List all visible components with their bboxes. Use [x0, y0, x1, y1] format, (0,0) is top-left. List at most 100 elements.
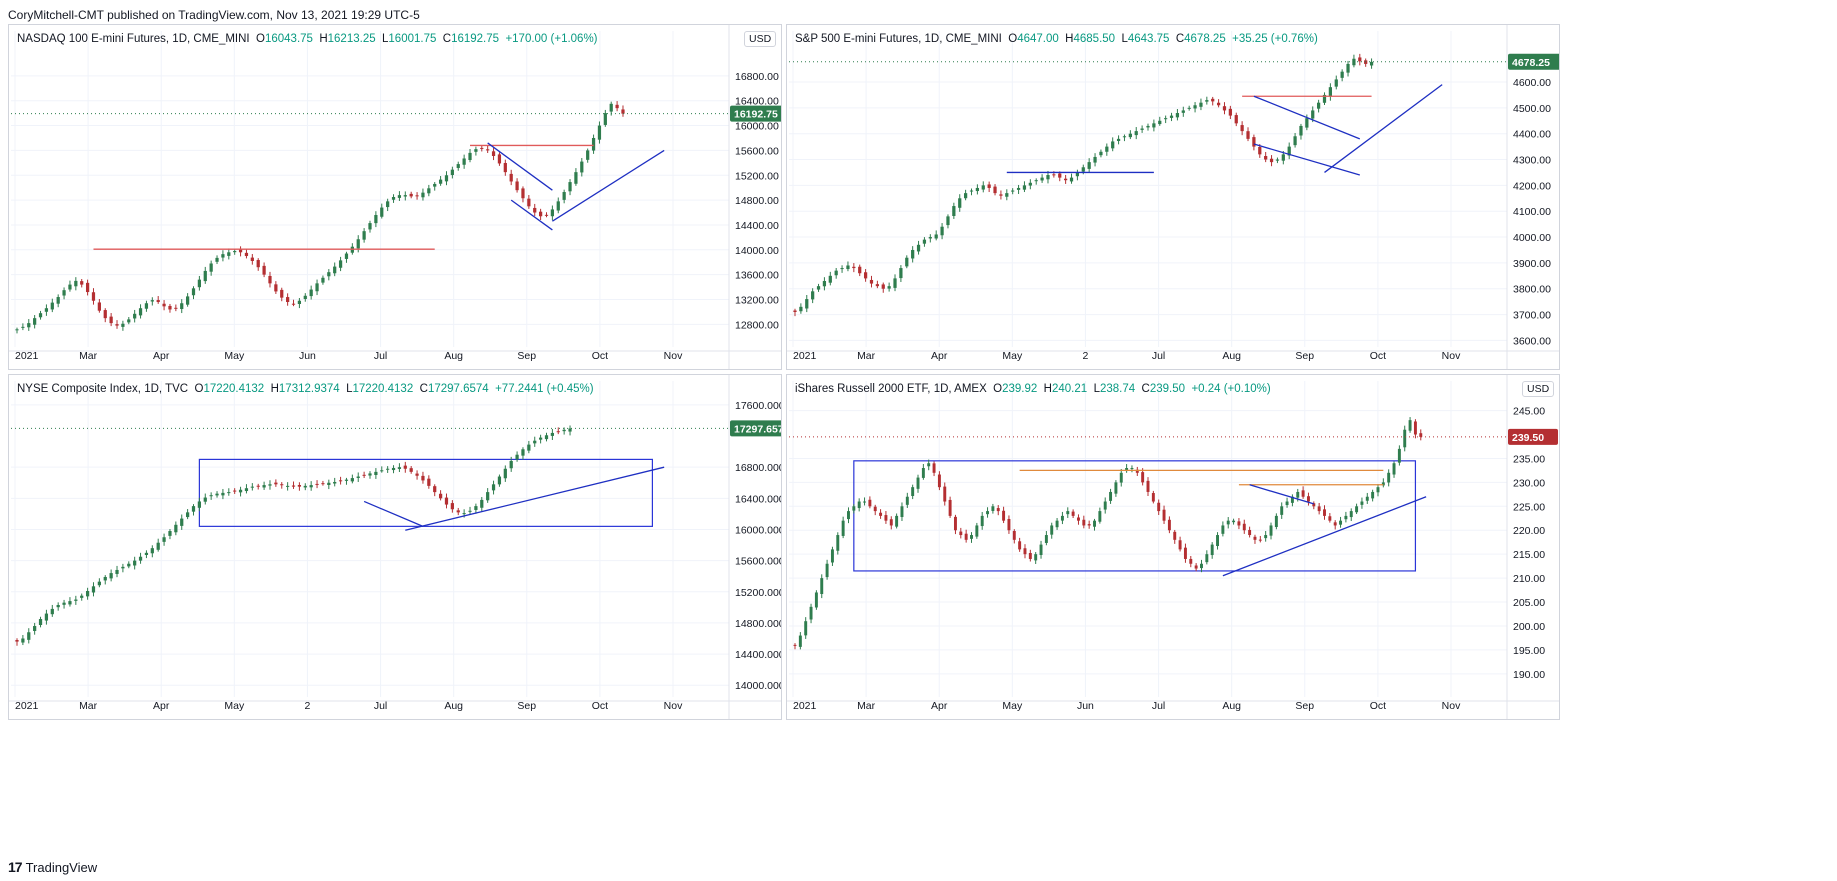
candle-body	[1242, 523, 1246, 531]
candle-body	[456, 164, 460, 168]
candle-body	[150, 300, 154, 302]
candle-body	[1232, 520, 1236, 523]
candle-body	[62, 602, 66, 605]
candle-body	[816, 286, 821, 290]
candle-body	[321, 277, 325, 283]
candle-body	[1069, 177, 1074, 182]
candle-body	[80, 281, 84, 285]
russell-chart-panel[interactable]: iShares Russell 2000 ETF, 1D, AMEX O239.…	[786, 374, 1560, 720]
last-price-tag	[1508, 53, 1559, 70]
candle-body	[999, 194, 1003, 196]
x-tick-label: Nov	[664, 700, 683, 712]
y-tick-label: 4500.00	[1513, 103, 1551, 115]
candle-body	[825, 563, 829, 578]
candle-body	[1371, 491, 1375, 499]
y-tick-label: 245.00	[1513, 406, 1545, 418]
candle-body	[905, 257, 909, 267]
candle-body	[991, 506, 995, 511]
candle-body	[238, 249, 243, 253]
candle-body	[38, 619, 43, 626]
sp500-chart-panel[interactable]: S&P 500 E-mini Futures, 1D, CME_MINI O46…	[786, 24, 1560, 370]
candle-body	[822, 280, 827, 287]
last-price-label: 16192.75	[734, 109, 778, 121]
candle-body	[344, 479, 349, 481]
candle-body	[386, 201, 390, 208]
y-tick-label: 14800.00	[735, 195, 779, 207]
candle-body	[1181, 110, 1185, 113]
candle-body	[1044, 535, 1048, 543]
x-tick-label: Nov	[1442, 350, 1461, 362]
candle-body	[1275, 159, 1280, 161]
candle-body	[562, 192, 566, 200]
x-tick-label: Sep	[1295, 350, 1314, 362]
candle-body	[1237, 521, 1241, 526]
candle-body	[344, 253, 349, 259]
candle-body	[21, 326, 25, 328]
candle-body	[515, 181, 519, 191]
candle-body	[438, 179, 443, 184]
x-tick-label: Aug	[1222, 350, 1241, 362]
candle-body	[1358, 57, 1362, 62]
candle-body	[1005, 193, 1009, 197]
candle-body	[433, 183, 437, 187]
symbol-title: iShares Russell 2000 ETF, 1D, AMEX	[795, 383, 987, 395]
candle-body	[1052, 174, 1056, 176]
candle-body	[433, 486, 437, 493]
candle-body	[1280, 506, 1284, 515]
candle-body	[958, 198, 962, 208]
candle-body	[203, 270, 207, 282]
y-tick-label: 4200.00	[1513, 180, 1551, 192]
candle-body	[1287, 146, 1291, 156]
y-tick-label: 215.00	[1513, 549, 1545, 561]
x-tick-label: Aug	[444, 700, 463, 712]
candle-body	[215, 257, 219, 262]
candle-body	[952, 206, 956, 216]
candle-body	[1046, 175, 1050, 180]
y-tick-label: 16800.0000	[735, 462, 781, 474]
candle-body	[1199, 102, 1203, 107]
candle-body	[911, 487, 915, 496]
candle-body	[1408, 420, 1412, 431]
candle-body	[836, 535, 840, 551]
candle-body	[1093, 520, 1096, 527]
candle-body	[1285, 501, 1289, 506]
currency-badge[interactable]: USD	[744, 31, 777, 47]
candle-body	[280, 289, 284, 298]
candle-body	[609, 103, 613, 112]
y-tick-label: 235.00	[1513, 453, 1545, 465]
candle-body	[556, 201, 560, 211]
last-price-label: 239.50	[1512, 432, 1544, 444]
candle-body	[527, 444, 531, 451]
candle-body	[1240, 125, 1244, 132]
y-tick-label: 205.00	[1513, 597, 1545, 609]
candle-body	[544, 435, 549, 440]
candle-body	[391, 467, 396, 471]
candle-body	[403, 465, 407, 469]
candle-body	[1281, 154, 1285, 161]
x-tick-label: May	[224, 350, 245, 362]
candle-body	[491, 151, 496, 156]
candle-body	[1146, 125, 1150, 128]
candle-body	[1022, 185, 1027, 190]
candle-body	[127, 319, 131, 323]
x-tick-label: Oct	[1370, 700, 1386, 712]
candle-body	[1248, 529, 1252, 536]
symbol-title: NASDAQ 100 E-mini Futures, 1D, CME_MINI	[17, 33, 250, 45]
candle-body	[85, 590, 90, 597]
candle-body	[1216, 535, 1220, 547]
candle-body	[486, 492, 490, 501]
currency-badge[interactable]: USD	[1522, 381, 1555, 397]
nasdaq-chart-panel[interactable]: NASDAQ 100 E-mini Futures, 1D, CME_MINI …	[8, 24, 782, 370]
candle-body	[15, 329, 19, 331]
candle-body	[1114, 482, 1118, 494]
candle-body	[1158, 120, 1162, 125]
candle-body	[497, 476, 502, 485]
candle-body	[138, 308, 143, 316]
x-tick-label: Sep	[517, 700, 536, 712]
candle-body	[981, 185, 985, 190]
candle-body	[1316, 102, 1321, 109]
candle-body	[1034, 180, 1038, 182]
nyse-chart-panel[interactable]: NYSE Composite Index, 1D, TVC O17220.413…	[8, 374, 782, 720]
x-tick-label: May	[1002, 700, 1023, 712]
candle-body	[33, 318, 37, 325]
